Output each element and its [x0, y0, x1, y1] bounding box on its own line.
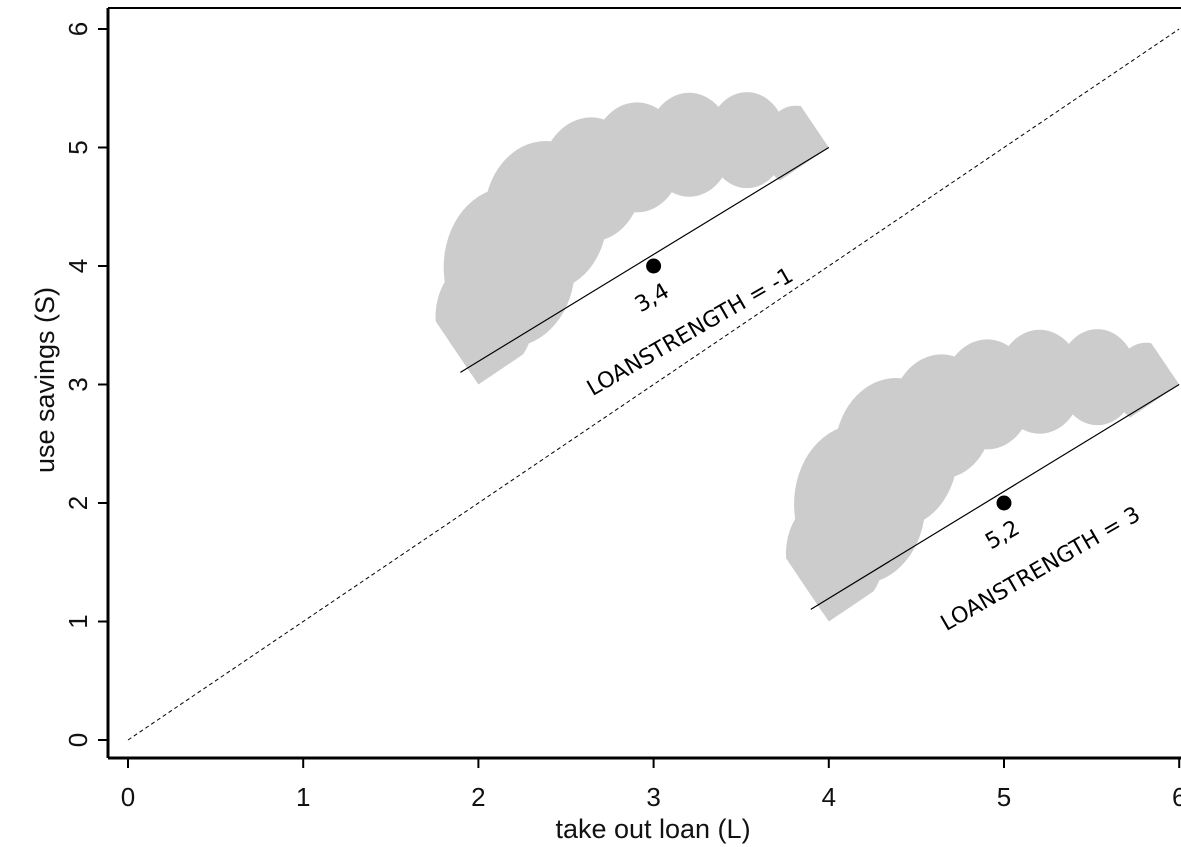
x-axis-title: take out loan (L) [555, 814, 750, 844]
loanstrength-annotation-1: LOANSTRENGTH = -1 [583, 263, 798, 401]
axis-titles: take out loan (L) use savings (S) [30, 287, 751, 844]
axis-ticks: 0 1 2 3 4 5 6 0 1 2 3 4 5 6 [63, 22, 1181, 812]
point-label-1: 3,4 [631, 279, 674, 318]
cloud-bump [646, 92, 732, 197]
y-tick-label: 2 [63, 496, 93, 510]
x-tick-label: 1 [296, 782, 310, 812]
y-tick-label: 0 [63, 733, 93, 747]
cloud-shading-2 [785, 329, 1180, 622]
y-axis-title: use savings (S) [30, 287, 60, 473]
y-tick-label: 3 [63, 377, 93, 391]
x-tick-label: 0 [121, 782, 135, 812]
indifference-line-2 [810, 383, 1180, 610]
x-tick-label: 4 [822, 782, 836, 812]
x-tick-label: 6 [1172, 782, 1181, 812]
point-label-2: 5,2 [981, 516, 1024, 555]
y-tick-label: 1 [63, 614, 93, 628]
plot-frame [106, 7, 1181, 760]
chart-lines [127, 28, 1180, 741]
cloud-bump [1113, 342, 1180, 423]
y-tick-label: 6 [63, 22, 93, 36]
loanstrength-annotation-2: LOANSTRENGTH = 3 [937, 502, 1145, 636]
y-tick-label: 5 [63, 140, 93, 154]
data-point-1 [646, 258, 662, 274]
x-tick-label: 2 [471, 782, 485, 812]
reference-dashed-line [127, 28, 1180, 741]
cloud-shading-1 [435, 92, 829, 385]
cloud-bump [763, 105, 829, 186]
cloud-bump [1058, 329, 1137, 426]
cloud-shadings [435, 92, 1180, 622]
x-tick-label: 3 [646, 782, 660, 812]
data-point-2 [996, 495, 1012, 511]
cloud-bump [707, 92, 787, 189]
indifference-line-1 [460, 146, 830, 373]
cloud-bump [996, 329, 1083, 434]
x-tick-label: 5 [997, 782, 1011, 812]
y-tick-label: 4 [63, 259, 93, 273]
